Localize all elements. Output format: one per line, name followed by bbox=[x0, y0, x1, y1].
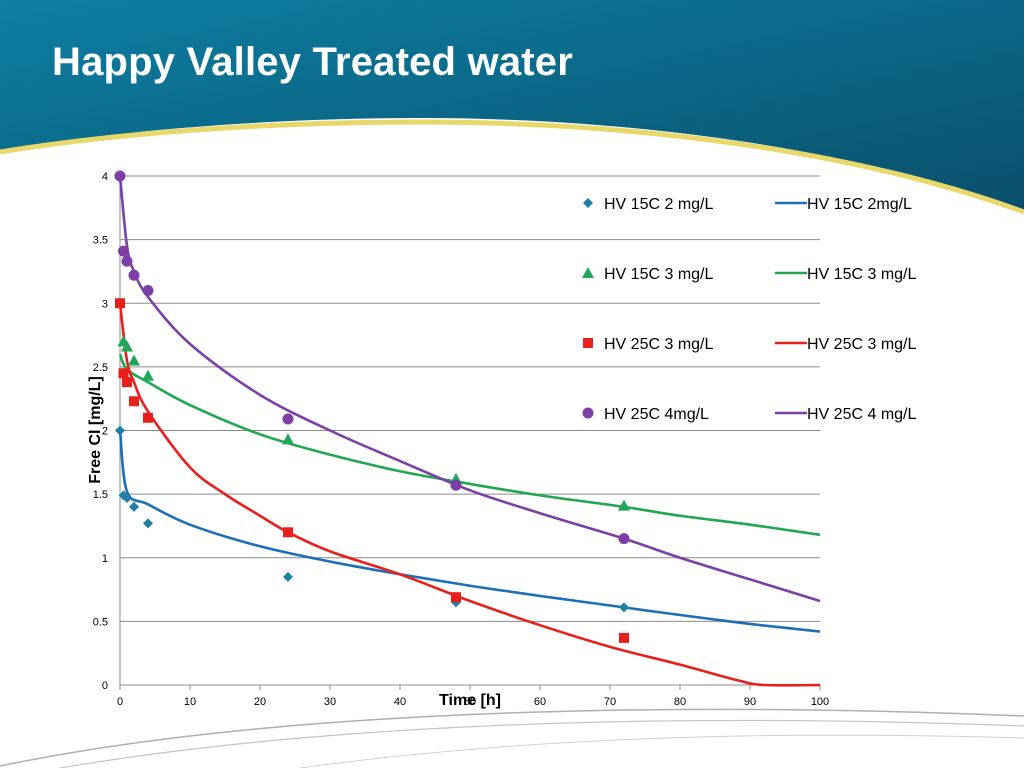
data-point-2 bbox=[121, 340, 133, 352]
y-tick-label: 1 bbox=[102, 553, 108, 565]
data-point-0 bbox=[283, 571, 293, 582]
data-point-6 bbox=[282, 413, 294, 425]
legend-marker bbox=[583, 198, 593, 208]
legend-marker bbox=[582, 407, 594, 419]
data-point-4 bbox=[118, 368, 129, 379]
data-point-4 bbox=[129, 396, 139, 407]
data-point-4 bbox=[619, 632, 629, 643]
y-tick-label: 3 bbox=[102, 298, 108, 310]
data-point-6 bbox=[121, 255, 133, 267]
legend-label: HV 25C 4mg/L bbox=[604, 406, 709, 423]
x-tick-label: 100 bbox=[811, 696, 829, 708]
x-tick-label: 70 bbox=[604, 696, 616, 708]
data-point-4 bbox=[451, 592, 461, 603]
y-tick-label: 2 bbox=[102, 426, 108, 438]
legend-label: HV 25C 3 mg/L bbox=[604, 336, 713, 353]
data-point-4 bbox=[143, 412, 153, 423]
grid-lines bbox=[120, 175, 820, 622]
x-axis-title: Time [h] bbox=[439, 692, 501, 709]
x-tick-label: 30 bbox=[324, 696, 336, 708]
data-point-0 bbox=[619, 602, 629, 613]
y-tick-label: 4 bbox=[102, 171, 108, 183]
data-point-6 bbox=[118, 245, 129, 257]
x-tick-label: 20 bbox=[254, 696, 266, 708]
y-axis-title: Free Cl [mg/L] bbox=[87, 376, 104, 484]
legend-marker bbox=[582, 267, 594, 278]
page-title: Happy Valley Treated water bbox=[52, 40, 574, 84]
data-point-2 bbox=[618, 499, 630, 511]
data-point-0 bbox=[143, 518, 153, 529]
data-point-0 bbox=[115, 425, 125, 436]
y-tick-label: 3.5 bbox=[93, 235, 108, 247]
legend-label: HV 25C 3 mg/L bbox=[807, 336, 916, 353]
legend-label: HV 15C 3 mg/L bbox=[604, 266, 713, 283]
x-tick-label: 80 bbox=[674, 696, 686, 708]
data-point-0 bbox=[129, 501, 139, 512]
x-tick-label: 90 bbox=[744, 696, 756, 708]
legend-label: HV 25C 4 mg/L bbox=[807, 406, 916, 423]
x-tick-label: 40 bbox=[394, 696, 406, 708]
header-band bbox=[0, 0, 1024, 210]
data-point-4 bbox=[283, 527, 293, 538]
data-point-2 bbox=[142, 369, 154, 381]
x-tick-label: 10 bbox=[184, 696, 196, 708]
data-point-6 bbox=[114, 170, 126, 182]
x-tick-label: 0 bbox=[117, 696, 123, 708]
data-point-6 bbox=[618, 533, 630, 545]
legend-marker bbox=[583, 338, 593, 348]
data-point-4 bbox=[115, 298, 125, 309]
axes bbox=[119, 176, 821, 690]
footer-swoosh-2 bbox=[59, 719, 1024, 768]
data-point-6 bbox=[128, 269, 140, 281]
y-tick-label: 0 bbox=[102, 680, 108, 692]
series-markers bbox=[114, 170, 630, 643]
tick-labels: 00.511.522.533.540 10 20 30 40 50 60 70 80 90 100 bbox=[93, 171, 829, 708]
data-point-2 bbox=[128, 354, 140, 366]
data-point-2 bbox=[282, 433, 294, 445]
x-tick-label: 60 bbox=[534, 696, 546, 708]
legend-label: HV 15C 2 mg/L bbox=[604, 196, 713, 213]
x-tick-label: 50 bbox=[464, 696, 476, 708]
series-line-3 bbox=[118, 353, 821, 537]
data-point-6 bbox=[450, 479, 462, 491]
footer-swoosh-1 bbox=[0, 708, 1024, 767]
data-point-0 bbox=[122, 492, 132, 503]
legend-label: HV 15C 3 mg/L bbox=[807, 266, 916, 283]
footer-swoosh-3 bbox=[299, 734, 1024, 768]
legend-label: HV 15C 2mg/L bbox=[807, 196, 912, 213]
data-point-4 bbox=[122, 377, 132, 388]
header-accent-curve bbox=[0, 119, 1024, 215]
legend: HV 15C 2 mg/L HV 15C 3 mg/L HV 25C 3 mg/L H… bbox=[582, 196, 916, 423]
series-line-5 bbox=[118, 303, 821, 687]
y-tick-label: 2.5 bbox=[93, 362, 108, 374]
y-tick-label: 1.5 bbox=[93, 489, 108, 501]
data-point-6 bbox=[142, 285, 154, 297]
y-tick-label: 0.5 bbox=[93, 616, 108, 628]
